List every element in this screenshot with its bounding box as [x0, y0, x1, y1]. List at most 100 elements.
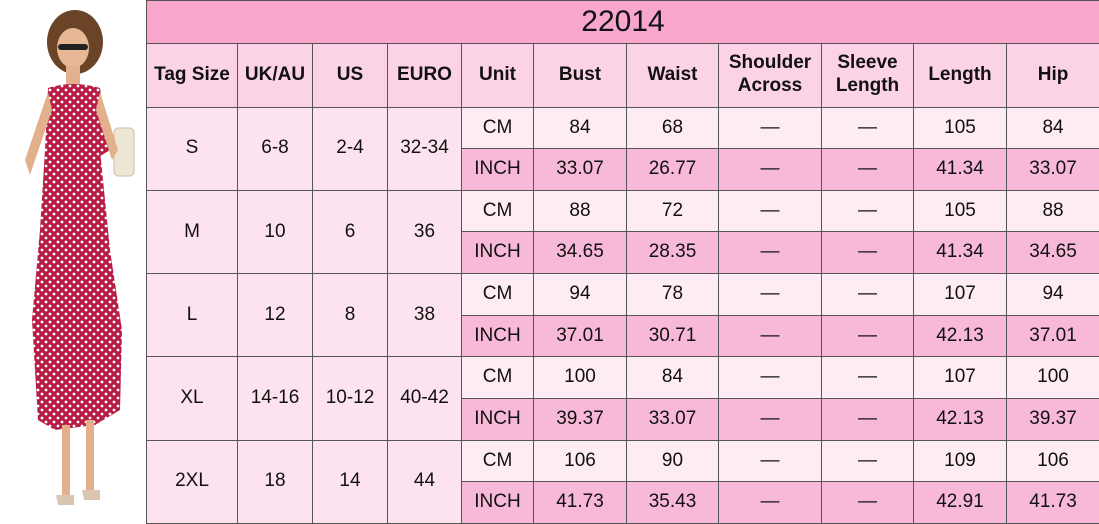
measure-cell: —: [718, 189, 822, 233]
measure-cell: 72: [626, 189, 719, 233]
measure-cell: 68: [626, 106, 719, 150]
size-cell: 18: [237, 439, 313, 524]
size-cell: 38: [387, 273, 462, 358]
column-header: EURO: [387, 42, 462, 108]
size-cell: 8: [312, 273, 388, 358]
size-row: M 10 6 36 CM 88 72— —105 88: [146, 189, 1099, 275]
measure-cell: 78: [626, 273, 719, 316]
size-cell: 14-16: [237, 356, 313, 441]
size-cell: 14: [312, 439, 388, 524]
size-cell: 36: [387, 189, 462, 275]
measure-cell: 41.34: [913, 148, 1007, 191]
measure-cell: 35.43: [626, 481, 719, 524]
measure-cell: 84: [533, 106, 627, 150]
measure-cell: CM: [461, 273, 534, 316]
size-row: L 12 8 38 CM 94 78— —107 94: [146, 273, 1099, 358]
column-header: UK/AU: [237, 42, 313, 108]
measure-cell: 33.07: [626, 397, 719, 441]
table-title: 22014: [145, 0, 1099, 44]
measure-cell: —: [718, 481, 822, 524]
measure-cell: 109: [913, 439, 1007, 483]
measure-cell: —: [821, 397, 914, 441]
measure-cell: —: [821, 148, 914, 191]
measure-cell: 94: [533, 273, 627, 316]
measure-cell: 107: [913, 273, 1007, 316]
measure-cell: 41.73: [1005, 481, 1099, 524]
measure-cell: 84: [1005, 106, 1099, 150]
size-cell: L: [146, 273, 238, 358]
measure-cell: 28.35: [626, 231, 719, 275]
measure-cell: —: [718, 106, 822, 150]
measure-cell: CM: [461, 439, 534, 483]
size-cell: 6-8: [237, 106, 313, 191]
column-header: Waist: [626, 42, 719, 108]
size-row: 2XL 18 14 44 CM 106 90— —109 106: [146, 439, 1099, 524]
measure-cell: —: [821, 189, 914, 233]
size-row: S 6-8 2-4 32-34 CM 84 68— —105 84: [146, 106, 1099, 191]
measure-cell: 39.37: [1005, 397, 1099, 441]
measure-cell: CM: [461, 356, 534, 399]
measure-cell: 41.73: [533, 481, 627, 524]
size-row: INCH 33.07 26.77— —41.34 33.07: [147, 148, 1099, 191]
measure-cell: —: [821, 481, 914, 524]
measure-cell: 33.07: [1005, 148, 1099, 191]
measure-cell: 100: [533, 356, 627, 399]
measure-cell: INCH: [461, 148, 534, 191]
measure-cell: —: [718, 439, 822, 483]
measure-cell: INCH: [461, 481, 534, 524]
measure-cell: 26.77: [626, 148, 719, 191]
measure-cell: 107: [913, 356, 1007, 399]
measure-cell: —: [821, 356, 914, 399]
size-cell: 10: [237, 189, 313, 275]
measure-cell: 42.91: [913, 481, 1007, 524]
column-header: Shoulder Across: [718, 42, 822, 108]
measure-cell: —: [718, 314, 822, 358]
measure-cell: —: [718, 273, 822, 316]
measure-cell: CM: [461, 106, 534, 150]
measure-cell: —: [718, 356, 822, 399]
measure-cell: 41.34: [913, 231, 1007, 275]
size-cell: 12: [237, 273, 313, 358]
measure-cell: 34.65: [533, 231, 627, 275]
column-header: Unit: [461, 42, 534, 108]
measure-cell: —: [821, 314, 914, 358]
measure-cell: 42.13: [913, 397, 1007, 441]
size-cell: XL: [146, 356, 238, 441]
measure-cell: —: [718, 148, 822, 191]
size-table: 22014 Tag Size UK/AU US EURO Unit Bust Waist Sh…: [145, 0, 1099, 524]
size-cell: 2XL: [146, 439, 238, 524]
measure-cell: 105: [913, 189, 1007, 233]
column-header: Tag Size: [146, 42, 238, 108]
column-header: US: [312, 42, 388, 108]
size-cell: 6: [312, 189, 388, 275]
measure-cell: 88: [1005, 189, 1099, 233]
table-body: 22014 Tag Size UK/AU US EURO Unit Bust Waist Sh…: [145, 0, 1099, 524]
column-header: Hip: [1005, 42, 1099, 108]
measure-cell: 106: [1005, 439, 1099, 483]
size-cell: 32-34: [387, 106, 462, 191]
size-cell: M: [146, 189, 238, 275]
measure-cell: 100: [1005, 356, 1099, 399]
measure-cell: 37.01: [533, 314, 627, 358]
size-cell: 44: [387, 439, 462, 524]
column-header: Length: [913, 42, 1007, 108]
measure-cell: 37.01: [1005, 314, 1099, 358]
size-row: XL 14-16 10-12 40-42 CM 100 84— —107 100: [146, 356, 1099, 441]
size-cell: 2-4: [312, 106, 388, 191]
measure-cell: —: [821, 231, 914, 275]
column-header: Sleeve Length: [821, 42, 914, 108]
measure-cell: INCH: [461, 314, 534, 358]
measure-cell: INCH: [461, 397, 534, 441]
measure-cell: 88: [533, 189, 627, 233]
measure-cell: INCH: [461, 231, 534, 275]
measure-cell: 34.65: [1005, 231, 1099, 275]
size-cell: 10-12: [312, 356, 388, 441]
measure-cell: 94: [1005, 273, 1099, 316]
model-photo: [0, 0, 146, 524]
title-row: 22014: [145, 0, 1099, 44]
measure-cell: 90: [626, 439, 719, 483]
header-row: Tag Size UK/AU US EURO Unit Bust Waist Shoulder…: [146, 42, 1099, 108]
measure-cell: 84: [626, 356, 719, 399]
measure-cell: CM: [461, 189, 534, 233]
